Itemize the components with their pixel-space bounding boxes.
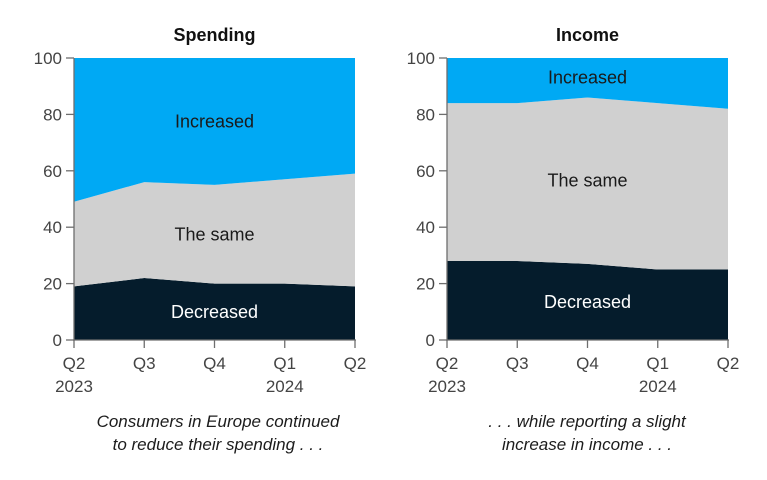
y-tick-label: 60 <box>416 162 435 181</box>
x-tick-label: Q2 <box>344 354 367 373</box>
x-tick-label: Q3 <box>506 354 529 373</box>
spending-caption: Consumers in Europe continued to reduce … <box>53 410 383 456</box>
y-tick-label: 20 <box>416 275 435 294</box>
y-tick-label: 0 <box>53 331 62 350</box>
y-tick-label: 80 <box>416 105 435 124</box>
income-caption-line-1: . . . while reporting a slight <box>488 412 686 431</box>
x-tick-label: Q4 <box>576 354 599 373</box>
spending-caption-line-2: to reduce their spending . . . <box>112 435 324 454</box>
spending-caption-line-1: Consumers in Europe continued <box>96 412 340 431</box>
x-tick-label: 2023 <box>55 377 93 396</box>
x-tick-label: Q3 <box>133 354 156 373</box>
y-tick-label: 0 <box>426 331 435 350</box>
increased-area <box>447 58 728 109</box>
decreased-area <box>447 261 728 340</box>
x-tick-label: Q4 <box>203 354 226 373</box>
decreased-area <box>74 278 355 340</box>
the-same-area <box>447 97 728 270</box>
x-tick-label: Q1 <box>273 354 296 373</box>
chart-title: Income <box>556 25 619 45</box>
x-tick-label: Q2 <box>63 354 86 373</box>
y-tick-label: 80 <box>43 105 62 124</box>
y-tick-label: 40 <box>43 218 62 237</box>
y-tick-label: 20 <box>43 275 62 294</box>
decreased-area-label: Decreased <box>544 292 631 312</box>
increased-area <box>74 58 355 202</box>
x-tick-label: Q2 <box>717 354 740 373</box>
y-tick-label: 100 <box>34 49 62 68</box>
x-tick-label: 2024 <box>266 377 304 396</box>
the-same-area-label: The same <box>547 171 627 191</box>
x-tick-label: Q1 <box>646 354 669 373</box>
income-caption-line-2: increase in income . . . <box>501 435 673 454</box>
increased-area-label: Increased <box>548 68 627 88</box>
spending-chart-panel: Decreased The same Increased Spending 0 20 40 6… <box>34 25 367 396</box>
income-caption: . . . while reporting a slight increase … <box>422 410 752 456</box>
chart-title: Spending <box>174 25 256 45</box>
the-same-area-label: The same <box>174 224 254 244</box>
decreased-area-label: Decreased <box>171 302 258 322</box>
y-tick-label: 60 <box>43 162 62 181</box>
x-tick-label: 2023 <box>428 377 466 396</box>
y-tick-label: 40 <box>416 218 435 237</box>
y-tick-label: 100 <box>407 49 435 68</box>
x-tick-label: Q2 <box>436 354 459 373</box>
x-tick-label: 2024 <box>639 377 677 396</box>
the-same-area <box>74 173 355 287</box>
income-chart-panel: Decreased The same Increased Income 0 20 40 60 8… <box>407 25 740 396</box>
increased-area-label: Increased <box>175 111 254 131</box>
